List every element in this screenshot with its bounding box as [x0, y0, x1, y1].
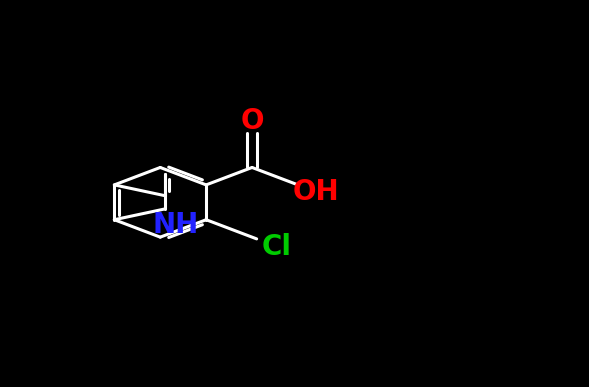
Text: NH: NH: [153, 211, 198, 239]
Text: Cl: Cl: [262, 233, 292, 260]
Text: O: O: [240, 107, 264, 135]
Text: OH: OH: [293, 178, 339, 205]
